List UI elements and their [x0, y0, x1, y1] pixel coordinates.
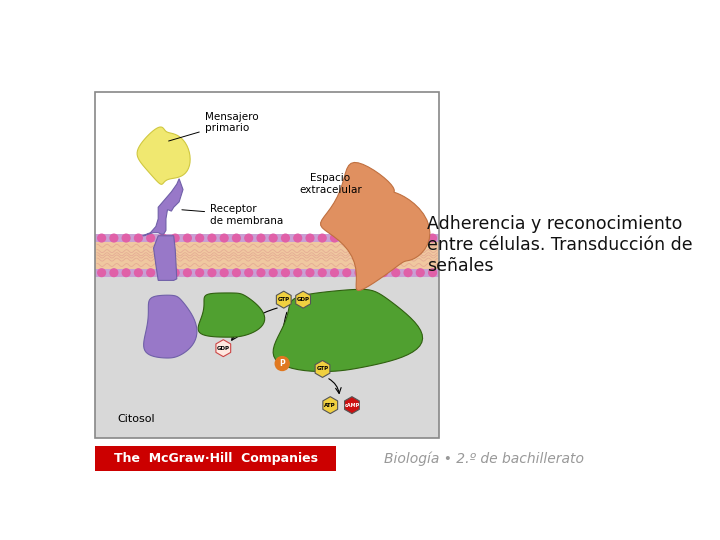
Circle shape: [171, 269, 179, 276]
Circle shape: [171, 234, 179, 242]
Polygon shape: [320, 163, 430, 291]
Circle shape: [159, 269, 167, 276]
Polygon shape: [273, 289, 423, 372]
Circle shape: [110, 234, 118, 242]
Circle shape: [98, 234, 106, 242]
Circle shape: [135, 234, 143, 242]
Circle shape: [343, 269, 351, 276]
Circle shape: [135, 269, 143, 276]
Text: Espacio
extracelular: Espacio extracelular: [299, 173, 361, 195]
Circle shape: [122, 269, 130, 276]
Circle shape: [404, 269, 412, 276]
Circle shape: [208, 234, 216, 242]
Circle shape: [416, 234, 424, 242]
Polygon shape: [276, 291, 291, 308]
Polygon shape: [144, 295, 197, 358]
Text: cAMP: cAMP: [344, 403, 359, 408]
Bar: [96, 242, 438, 269]
Circle shape: [294, 269, 302, 276]
Circle shape: [355, 234, 363, 242]
Circle shape: [147, 234, 155, 242]
Text: Receptor
de membrana: Receptor de membrana: [182, 204, 284, 226]
Circle shape: [306, 269, 314, 276]
Circle shape: [428, 234, 436, 242]
Text: P: P: [279, 359, 285, 368]
Circle shape: [282, 269, 289, 276]
Polygon shape: [315, 361, 330, 377]
Circle shape: [318, 269, 326, 276]
Polygon shape: [216, 340, 230, 356]
Circle shape: [379, 234, 387, 242]
Circle shape: [110, 269, 118, 276]
Circle shape: [257, 269, 265, 276]
Circle shape: [208, 269, 216, 276]
Circle shape: [257, 234, 265, 242]
Text: GDP: GDP: [217, 346, 230, 350]
Circle shape: [196, 269, 204, 276]
Circle shape: [343, 234, 351, 242]
Text: ATP: ATP: [325, 403, 336, 408]
Circle shape: [275, 356, 289, 370]
Circle shape: [159, 234, 167, 242]
Circle shape: [282, 234, 289, 242]
Circle shape: [416, 269, 424, 276]
Circle shape: [98, 269, 106, 276]
Bar: [96, 446, 336, 471]
Circle shape: [330, 269, 338, 276]
Circle shape: [392, 234, 400, 242]
Circle shape: [367, 269, 375, 276]
Circle shape: [306, 234, 314, 242]
Circle shape: [269, 269, 277, 276]
Bar: [96, 92, 438, 438]
Circle shape: [196, 234, 204, 242]
Bar: [96, 234, 438, 242]
Circle shape: [294, 234, 302, 242]
Circle shape: [404, 234, 412, 242]
Circle shape: [269, 234, 277, 242]
Circle shape: [355, 269, 363, 276]
Polygon shape: [143, 179, 183, 236]
Circle shape: [147, 269, 155, 276]
Circle shape: [379, 269, 387, 276]
Circle shape: [233, 269, 240, 276]
Polygon shape: [153, 236, 177, 280]
Polygon shape: [296, 291, 310, 308]
Circle shape: [245, 234, 253, 242]
Polygon shape: [345, 397, 359, 414]
Text: GTP: GTP: [278, 297, 290, 302]
Text: Citosol: Citosol: [117, 414, 155, 424]
Circle shape: [392, 269, 400, 276]
Circle shape: [330, 234, 338, 242]
Circle shape: [184, 234, 192, 242]
Polygon shape: [198, 293, 265, 337]
Text: Biología • 2.º de bachillerato: Biología • 2.º de bachillerato: [384, 451, 585, 465]
Circle shape: [184, 269, 192, 276]
Bar: [96, 276, 438, 438]
Circle shape: [220, 269, 228, 276]
Circle shape: [367, 234, 375, 242]
Circle shape: [220, 234, 228, 242]
Bar: [96, 269, 438, 276]
Circle shape: [428, 269, 436, 276]
Polygon shape: [137, 127, 190, 184]
Text: GTP: GTP: [316, 367, 328, 372]
Text: GDP: GDP: [297, 297, 310, 302]
Polygon shape: [323, 397, 338, 414]
Text: The  McGraw·Hill  Companies: The McGraw·Hill Companies: [114, 452, 318, 465]
Circle shape: [245, 269, 253, 276]
Bar: [96, 92, 438, 234]
Circle shape: [233, 234, 240, 242]
Text: Mensajero
primario: Mensajero primario: [168, 112, 258, 141]
Text: Adherencia y reconocimiento
entre células. Transducción de
señales: Adherencia y reconocimiento entre célula…: [427, 215, 693, 274]
Circle shape: [318, 234, 326, 242]
Circle shape: [122, 234, 130, 242]
